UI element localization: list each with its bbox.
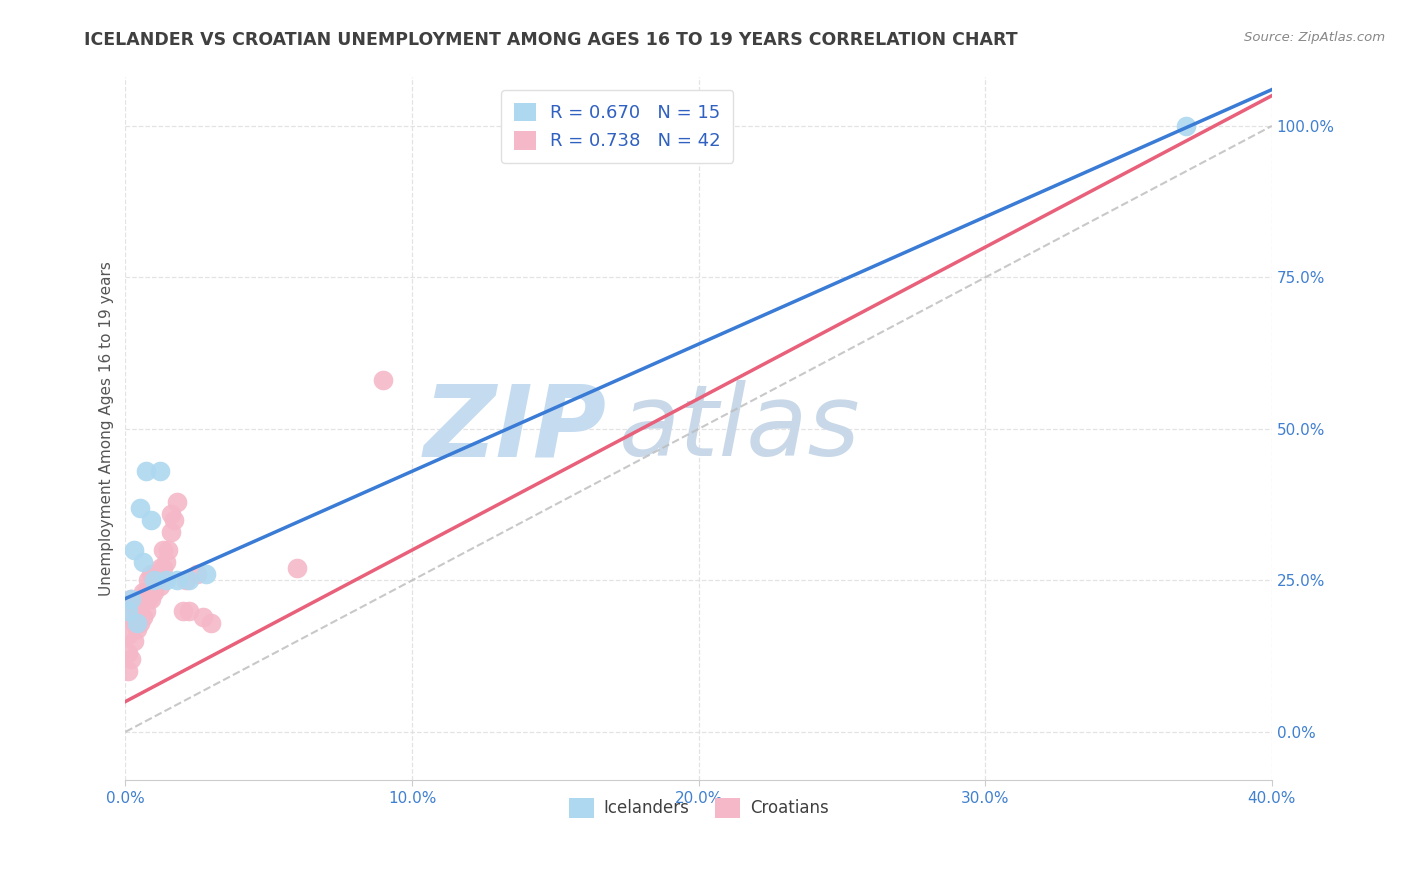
Text: ZIP: ZIP bbox=[425, 380, 607, 477]
Point bbox=[117, 646, 139, 660]
Point bbox=[152, 543, 174, 558]
Point bbox=[155, 574, 177, 588]
Point bbox=[120, 609, 142, 624]
Point bbox=[131, 585, 153, 599]
Point bbox=[191, 609, 214, 624]
Point bbox=[125, 604, 148, 618]
Point bbox=[177, 574, 200, 588]
Point bbox=[146, 574, 169, 588]
Point bbox=[373, 373, 395, 387]
Point bbox=[128, 615, 150, 630]
Point bbox=[122, 598, 145, 612]
Point bbox=[200, 615, 222, 630]
Point bbox=[131, 609, 153, 624]
Point bbox=[122, 634, 145, 648]
Point bbox=[177, 604, 200, 618]
Point bbox=[155, 555, 177, 569]
Point bbox=[128, 591, 150, 606]
Point bbox=[131, 555, 153, 569]
Point bbox=[149, 579, 172, 593]
Point bbox=[172, 604, 194, 618]
Point bbox=[117, 628, 139, 642]
Text: atlas: atlas bbox=[619, 380, 860, 477]
Point bbox=[141, 513, 163, 527]
Point bbox=[138, 574, 160, 588]
Point bbox=[160, 507, 183, 521]
Text: ICELANDER VS CROATIAN UNEMPLOYMENT AMONG AGES 16 TO 19 YEARS CORRELATION CHART: ICELANDER VS CROATIAN UNEMPLOYMENT AMONG… bbox=[84, 31, 1018, 49]
Point bbox=[287, 561, 309, 575]
Point bbox=[122, 543, 145, 558]
Point bbox=[152, 561, 174, 575]
Point bbox=[117, 604, 139, 618]
Point bbox=[122, 615, 145, 630]
Point bbox=[141, 567, 163, 582]
Point bbox=[143, 574, 166, 588]
Point bbox=[194, 567, 217, 582]
Point bbox=[166, 494, 188, 508]
Point bbox=[149, 561, 172, 575]
Point bbox=[1174, 119, 1197, 133]
Point bbox=[163, 513, 186, 527]
Point bbox=[143, 567, 166, 582]
Point bbox=[120, 591, 142, 606]
Point bbox=[160, 524, 183, 539]
Point bbox=[186, 567, 208, 582]
Point bbox=[120, 652, 142, 666]
Point bbox=[141, 591, 163, 606]
Point bbox=[128, 500, 150, 515]
Point bbox=[138, 591, 160, 606]
Point bbox=[135, 585, 157, 599]
Point bbox=[125, 615, 148, 630]
Point bbox=[120, 591, 142, 606]
Point bbox=[135, 604, 157, 618]
Y-axis label: Unemployment Among Ages 16 to 19 years: Unemployment Among Ages 16 to 19 years bbox=[100, 261, 114, 597]
Point bbox=[125, 622, 148, 636]
Point bbox=[174, 574, 197, 588]
Text: Source: ZipAtlas.com: Source: ZipAtlas.com bbox=[1244, 31, 1385, 45]
Point bbox=[135, 464, 157, 478]
Point bbox=[157, 543, 180, 558]
Legend: Icelanders, Croatians: Icelanders, Croatians bbox=[562, 791, 835, 825]
Point bbox=[117, 665, 139, 679]
Point bbox=[166, 574, 188, 588]
Point bbox=[149, 464, 172, 478]
Point bbox=[143, 585, 166, 599]
